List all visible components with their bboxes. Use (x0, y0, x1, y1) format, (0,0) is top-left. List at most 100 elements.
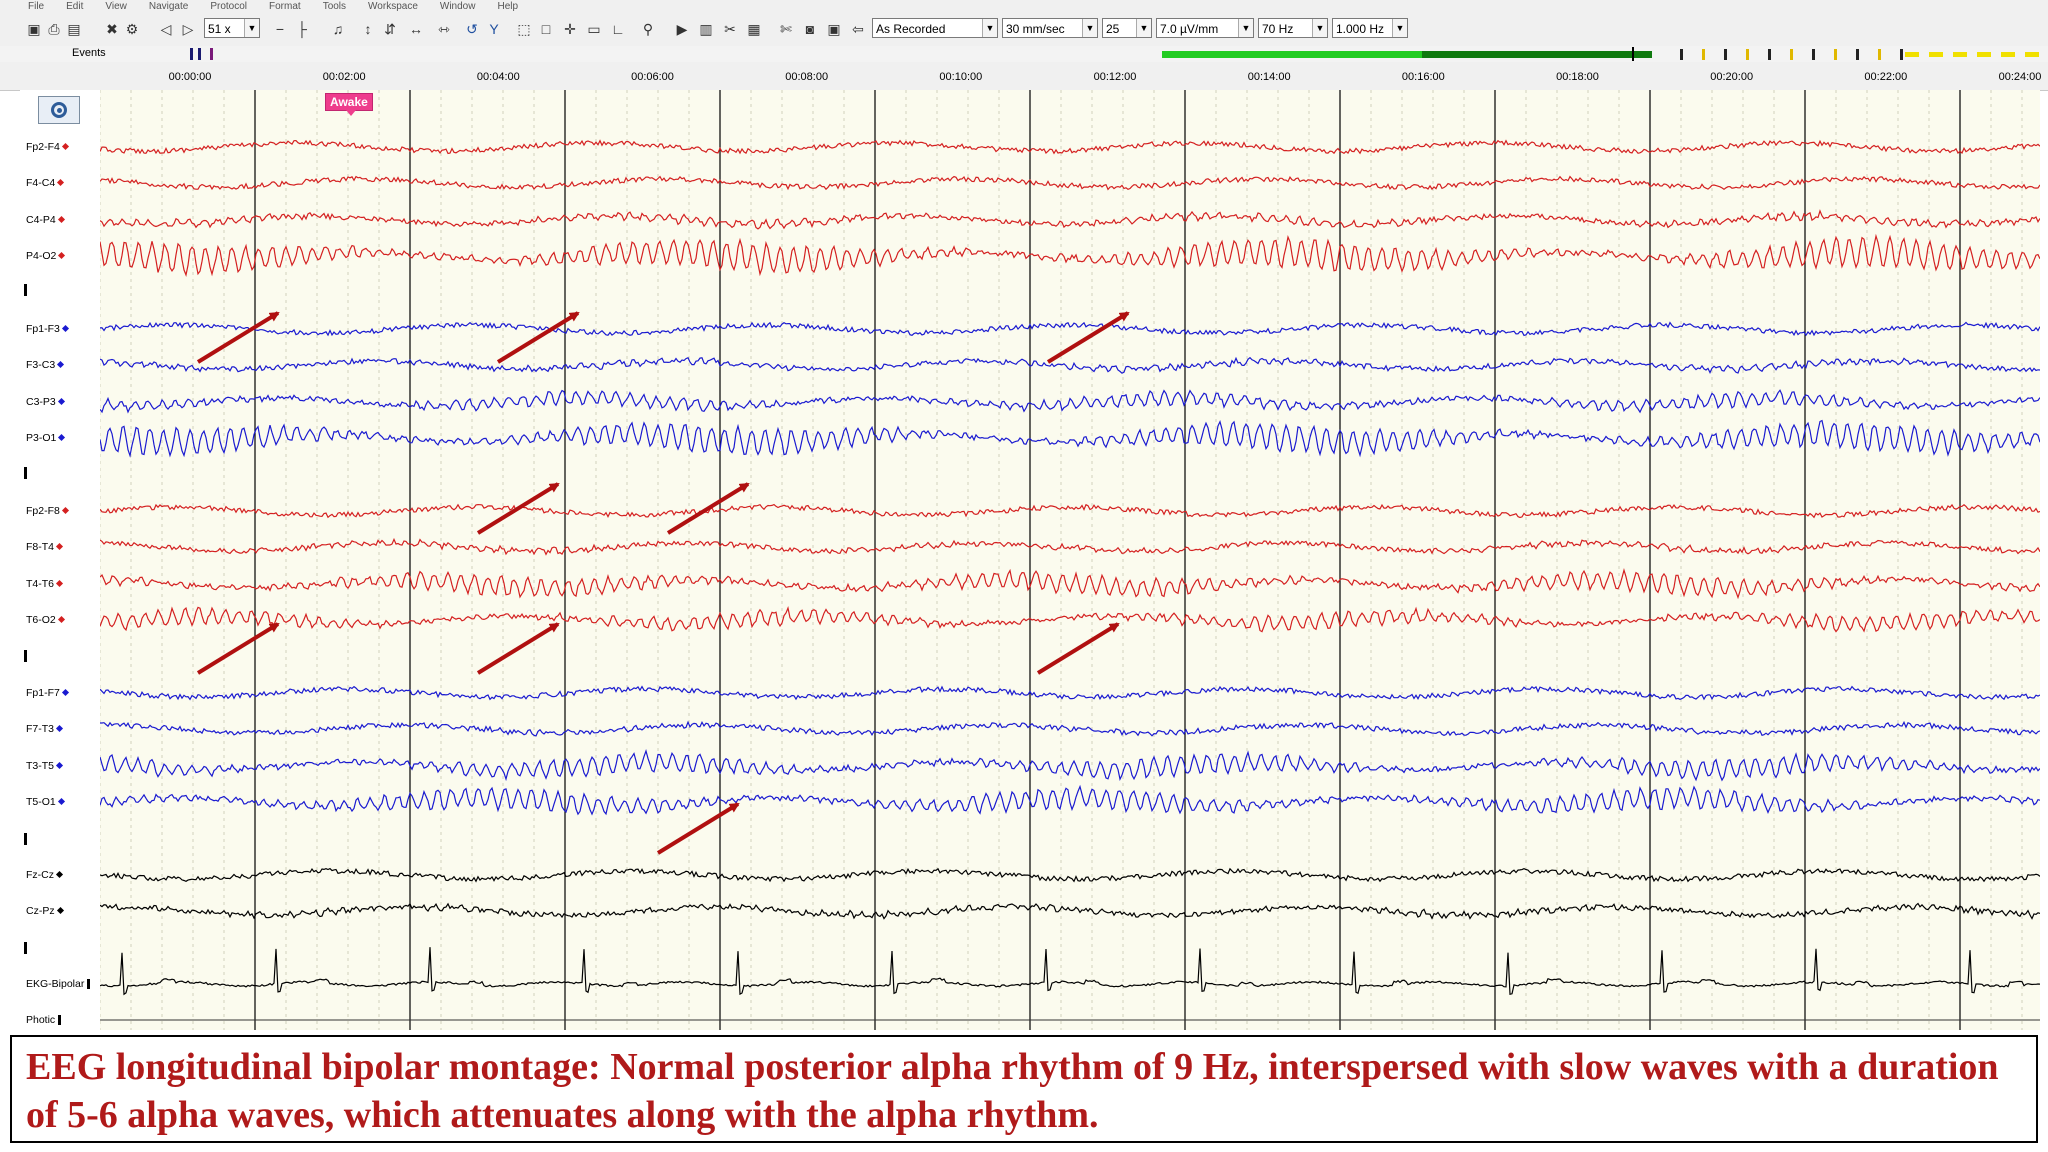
chevron-down-icon: ▼ (244, 19, 259, 37)
annotation-arrow (196, 311, 280, 364)
channel-label[interactable]: Cz-Pz (26, 905, 64, 917)
time-tick-label: 00:18:00 (1556, 71, 1599, 83)
events-bar: Events (0, 46, 2048, 62)
print-icon[interactable]: ⎙ (48, 21, 60, 37)
vertical-scale-icon[interactable]: ↕ (364, 21, 372, 37)
channels-select[interactable]: 25 ▼ (1102, 18, 1152, 38)
menu-item-edit[interactable]: Edit (66, 1, 84, 12)
eeg-trace-area[interactable] (100, 90, 2040, 1030)
channel-label[interactable]: Fp1-F3 (26, 323, 69, 335)
channel-label-text: T5-O1 (26, 796, 56, 808)
music-note-icon[interactable]: ♫ (332, 21, 344, 37)
menu-item-protocol[interactable]: Protocol (210, 1, 248, 12)
montage-select[interactable]: As Recorded ▼ (872, 18, 998, 38)
range-icon[interactable]: ⇿ (438, 21, 450, 37)
save-icon[interactable]: ▣ (27, 21, 41, 37)
target-button[interactable] (38, 96, 80, 124)
sensitivity-value: 7.0 µV/mm (1160, 22, 1219, 36)
annotation-arrow (196, 622, 280, 675)
channel-label[interactable]: T3-T5 (26, 760, 64, 772)
search-icon[interactable]: ⚲ (642, 21, 654, 37)
sensitivity-select[interactable]: 7.0 µV/mm ▼ (1156, 18, 1254, 38)
channel-label[interactable]: P4-O2 (26, 250, 66, 262)
cursor-line-icon[interactable]: ├ (297, 21, 307, 37)
tools-icon[interactable]: ✂ (724, 21, 736, 37)
menu-item-help[interactable]: Help (497, 1, 519, 12)
menu-item-window[interactable]: Window (439, 1, 476, 12)
channel-label-text: F3-C3 (26, 359, 56, 371)
montage-value: As Recorded (876, 22, 946, 36)
export-icon[interactable]: ▤ (67, 21, 81, 37)
chevron-down-icon: ▼ (1392, 19, 1407, 37)
low-filter-select[interactable]: 1.000 Hz ▼ (1332, 18, 1408, 38)
overview-bar-dark[interactable] (1422, 51, 1652, 58)
settings-icon[interactable]: ⚙ (125, 21, 139, 37)
channel-label[interactable]: T5-O1 (26, 796, 65, 808)
time-scale-icon[interactable]: ⇵ (384, 21, 396, 37)
channel-label[interactable]: Fp2-F4 (26, 141, 69, 153)
group-separator (24, 284, 27, 296)
channel-label[interactable]: Fp2-F8 (26, 505, 69, 517)
menu-item-view[interactable]: View (105, 1, 127, 12)
video-icon[interactable]: ▶ (676, 21, 688, 37)
minus-icon[interactable]: − (275, 21, 285, 37)
scissors-icon[interactable]: ✄ (780, 21, 792, 37)
channel-label[interactable]: T6-O2 (26, 614, 65, 626)
channel-label[interactable]: F7-T3 (26, 723, 64, 735)
speed-value: 30 mm/sec (1006, 22, 1065, 36)
zoom-select[interactable]: 51 x ▼ (204, 18, 260, 38)
window-icon[interactable]: ▣ (827, 21, 841, 37)
channel-label[interactable]: Fp1-F7 (26, 687, 69, 699)
previous-page-icon[interactable]: ◁ (160, 21, 172, 37)
speed-select[interactable]: 30 mm/sec ▼ (1002, 18, 1098, 38)
channel-label[interactable]: Fz-Cz (26, 869, 64, 881)
position-cursor[interactable] (1632, 47, 1634, 61)
channel-label[interactable]: T4-T6 (26, 578, 64, 590)
angle-icon[interactable]: ∟ (611, 21, 625, 37)
awake-annotation[interactable]: Awake (325, 93, 373, 116)
menu-item-workspace[interactable]: Workspace (368, 1, 418, 12)
menu-item-tools[interactable]: Tools (322, 1, 347, 12)
measure-icon[interactable]: ▭ (587, 21, 601, 37)
filter-icon[interactable]: Y (489, 21, 499, 37)
event-marker[interactable] (210, 48, 213, 60)
time-tick-label: 00:14:00 (1247, 71, 1291, 83)
channel-label[interactable]: F4-C4 (26, 177, 65, 189)
overview-bar-light[interactable] (1162, 51, 1422, 58)
crosshair-icon[interactable]: ✛ (564, 21, 576, 37)
interval-icon[interactable]: ↔ (409, 21, 423, 37)
annotation-arrow (476, 482, 560, 535)
menu-item-navigate[interactable]: Navigate (148, 1, 189, 12)
channel-label[interactable]: C4-P4 (26, 214, 65, 226)
channel-label-text: Cz-Pz (26, 905, 55, 917)
channel-label[interactable]: Photic (26, 1014, 62, 1026)
trace-fp1-f7 (100, 685, 2040, 701)
time-tick-label: 00:00:00 (168, 71, 212, 83)
undo-icon[interactable]: ↺ (466, 21, 478, 37)
select-box-icon[interactable]: ⬚ (517, 21, 531, 37)
time-axis: 00:00:00 00:02:00 00:04:00 00:06:00 00:08:00… (0, 62, 2048, 91)
rectangle-icon[interactable]: □ (541, 21, 551, 37)
channel-label-text: Fp2-F8 (26, 505, 60, 517)
report-icon[interactable]: ▦ (747, 21, 761, 37)
menu-item-file[interactable]: File (28, 1, 45, 12)
next-page-icon[interactable]: ▷ (182, 21, 194, 37)
channel-label[interactable]: F8-T4 (26, 541, 64, 553)
channel-label[interactable]: F3-C3 (26, 359, 65, 371)
camera-icon[interactable]: ◙ (805, 21, 815, 37)
annotation-arrow (666, 482, 750, 535)
channel-label[interactable]: P3-O1 (26, 432, 66, 444)
menu-item-format[interactable]: Format (269, 1, 301, 12)
trace-ekg-bipolar (100, 947, 2040, 996)
event-marker[interactable] (198, 48, 201, 60)
trace-t3-t5 (100, 748, 2040, 782)
high-filter-select[interactable]: 70 Hz ▼ (1258, 18, 1328, 38)
channel-label[interactable]: EKG-Bipolar (26, 978, 91, 990)
back-arrow-icon[interactable]: ⇦ (852, 21, 864, 37)
event-marker[interactable] (190, 48, 193, 60)
delete-icon[interactable]: ✖ (106, 21, 118, 37)
trace-fz-cz (100, 867, 2040, 883)
events-label: Events (72, 47, 106, 59)
channel-label[interactable]: C3-P3 (26, 396, 65, 408)
montage-icon[interactable]: ▥ (699, 21, 713, 37)
